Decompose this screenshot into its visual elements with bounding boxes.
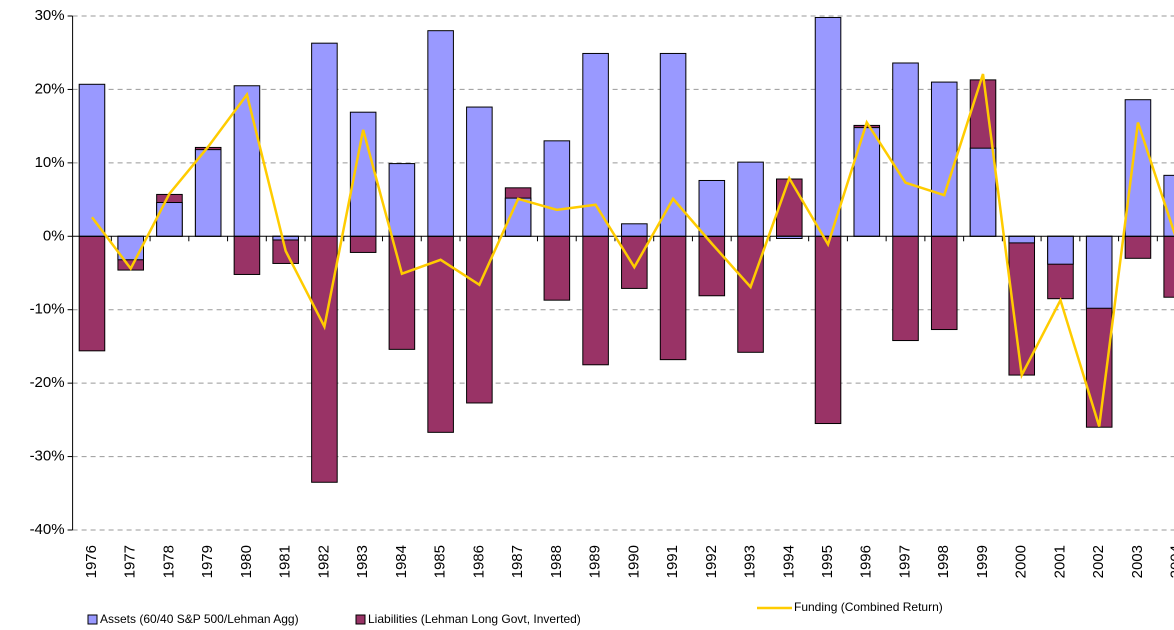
y-tick-label: -10%	[30, 301, 65, 318]
bar	[1085, 235, 1113, 309]
line	[90, 73, 1174, 427]
bar	[272, 235, 299, 241]
x-tick-label: 1999	[974, 545, 991, 578]
x-tick-label: 2003	[1129, 545, 1146, 578]
bar	[78, 235, 106, 352]
legend-swatch	[355, 614, 366, 625]
bar	[194, 149, 222, 237]
x-tick-label: 1981	[277, 545, 294, 578]
bar	[621, 223, 648, 237]
x-tick-label: 1991	[664, 545, 681, 578]
y-tick-label: -20%	[30, 374, 65, 391]
bar	[1047, 235, 1074, 265]
x-tick-label: 1984	[393, 545, 410, 578]
bar	[427, 30, 454, 237]
bar	[814, 235, 842, 425]
x-tick-label: 1993	[742, 545, 759, 578]
bar	[1124, 99, 1152, 237]
x-tick-label: 1976	[83, 545, 100, 578]
bar	[78, 83, 106, 237]
bar	[349, 235, 377, 253]
x-tick-label: 1989	[587, 545, 604, 578]
bar	[776, 178, 803, 237]
x-tick-label: 1988	[548, 545, 565, 578]
x-tick-label: 1978	[160, 545, 177, 578]
bar	[427, 235, 454, 433]
bar	[1124, 235, 1152, 259]
legend-swatch	[87, 614, 98, 625]
bar	[737, 235, 764, 353]
x-tick-label: 2004	[1168, 545, 1174, 578]
bar	[388, 235, 416, 350]
bar	[621, 235, 648, 289]
bar	[543, 140, 571, 237]
x-tick-label: 1996	[858, 545, 875, 578]
y-tick-label: -30%	[30, 448, 65, 465]
x-tick-label: 2001	[1051, 545, 1068, 578]
y-tick-label: 20%	[35, 80, 65, 97]
bar	[659, 235, 687, 361]
bar	[466, 106, 493, 237]
x-tick-label: 1985	[432, 545, 449, 578]
x-tick-label: 2000	[1013, 545, 1030, 578]
x-tick-label: 1986	[470, 545, 487, 578]
legend-label: Liabilities (Lehman Long Govt, Inverted)	[368, 612, 581, 626]
bar	[698, 179, 726, 237]
bar	[737, 161, 764, 237]
bar	[930, 81, 958, 237]
bar	[311, 42, 338, 237]
bar	[156, 202, 183, 237]
bar	[930, 235, 958, 331]
bar	[853, 127, 881, 237]
x-tick-label: 1997	[896, 545, 913, 578]
bar	[814, 16, 842, 237]
bar	[1008, 235, 1036, 244]
bar	[543, 235, 571, 301]
x-tick-label: 1982	[315, 545, 332, 578]
bar	[582, 52, 609, 237]
y-tick-label: 10%	[35, 154, 65, 171]
bar	[659, 52, 687, 237]
x-tick-label: 1977	[122, 545, 139, 578]
y-tick-label: 0%	[43, 227, 65, 244]
bar	[698, 235, 726, 297]
bar	[1163, 235, 1174, 298]
x-tick-label: 1983	[354, 545, 371, 578]
x-tick-label: 1998	[935, 545, 952, 578]
bar	[466, 235, 493, 404]
bar	[388, 163, 416, 237]
bar	[311, 235, 338, 483]
x-tick-label: 1987	[509, 545, 526, 578]
y-tick-label: -40%	[30, 521, 65, 538]
x-tick-label: 1979	[199, 545, 216, 578]
bar	[1163, 174, 1174, 237]
bar	[892, 235, 919, 342]
bar	[969, 147, 997, 237]
x-tick-label: 1990	[625, 545, 642, 578]
y-tick-label: 30%	[35, 7, 65, 24]
x-tick-label: 1980	[238, 545, 255, 578]
legend-label: Assets (60/40 S&P 500/Lehman Agg)	[100, 612, 299, 626]
bar	[233, 85, 261, 237]
bar	[233, 235, 261, 275]
legend-label: Funding (Combined Return)	[794, 600, 943, 614]
x-tick-label: 1994	[780, 545, 797, 578]
bar	[892, 62, 919, 237]
bar	[582, 235, 609, 366]
x-tick-label: 2002	[1090, 545, 1107, 578]
x-tick-label: 1995	[819, 545, 836, 578]
x-tick-label: 1992	[703, 545, 720, 578]
